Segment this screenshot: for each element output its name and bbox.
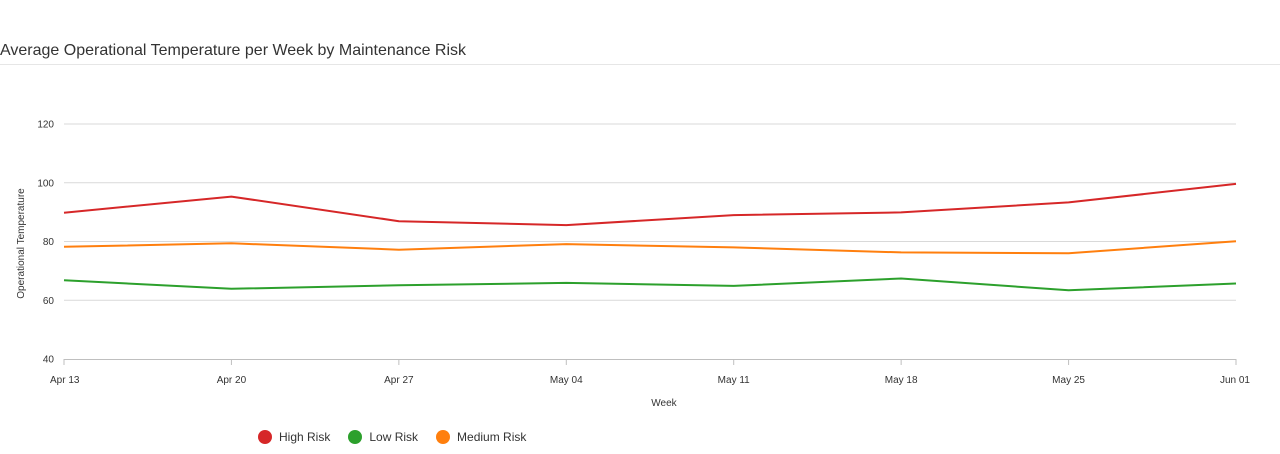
x-tick-label: May 25 xyxy=(1052,375,1085,386)
x-tick-label: Apr 13 xyxy=(50,375,80,386)
legend-label: High Risk xyxy=(279,430,331,444)
y-tick-label: 100 xyxy=(37,178,54,189)
y-tick-label: 60 xyxy=(43,296,55,307)
y-tick-label: 40 xyxy=(43,355,55,366)
legend-marker xyxy=(436,430,451,444)
series-line-medium-risk xyxy=(63,240,1237,255)
y-tick-label: 120 xyxy=(37,120,54,131)
legend-marker xyxy=(258,430,272,444)
x-axis-label: Week xyxy=(651,398,677,409)
y-tick-label: 80 xyxy=(43,237,55,248)
legend-marker xyxy=(348,430,363,444)
y-axis-ticks: 40 60 80 100 120 xyxy=(37,120,54,366)
x-axis: Apr 13 Apr 20 Apr 27 May 04 May 11 May 18 May … xyxy=(50,359,1250,386)
chart-title: Average Operational Temperature per Week… xyxy=(0,42,467,59)
legend-item-medium-risk[interactable]: Medium Risk xyxy=(436,430,526,444)
x-tick-label: May 11 xyxy=(718,375,750,386)
y-axis-label: Operational Temperature xyxy=(16,188,27,299)
legend-label: Medium Risk xyxy=(457,430,527,444)
x-tick-label: May 18 xyxy=(885,375,918,386)
chart-header: Average Operational Temperature per Week… xyxy=(0,0,1280,65)
legend-item-high-risk[interactable]: High Risk xyxy=(258,430,330,444)
series-line-high-risk xyxy=(63,182,1237,227)
x-tick-label: Apr 27 xyxy=(384,375,414,386)
series-lines xyxy=(63,182,1237,292)
grid-lines xyxy=(64,123,1236,301)
legend-item-low-risk[interactable]: Low Risk xyxy=(348,430,418,444)
series-line-low-risk xyxy=(63,277,1237,292)
legend: High Risk Low Risk Medium Risk xyxy=(258,430,526,444)
x-tick-label: Apr 20 xyxy=(217,375,247,386)
legend-label: Low Risk xyxy=(369,430,419,444)
x-tick-label: Jun 01 xyxy=(1220,375,1250,386)
x-tick-label: May 04 xyxy=(550,375,583,386)
